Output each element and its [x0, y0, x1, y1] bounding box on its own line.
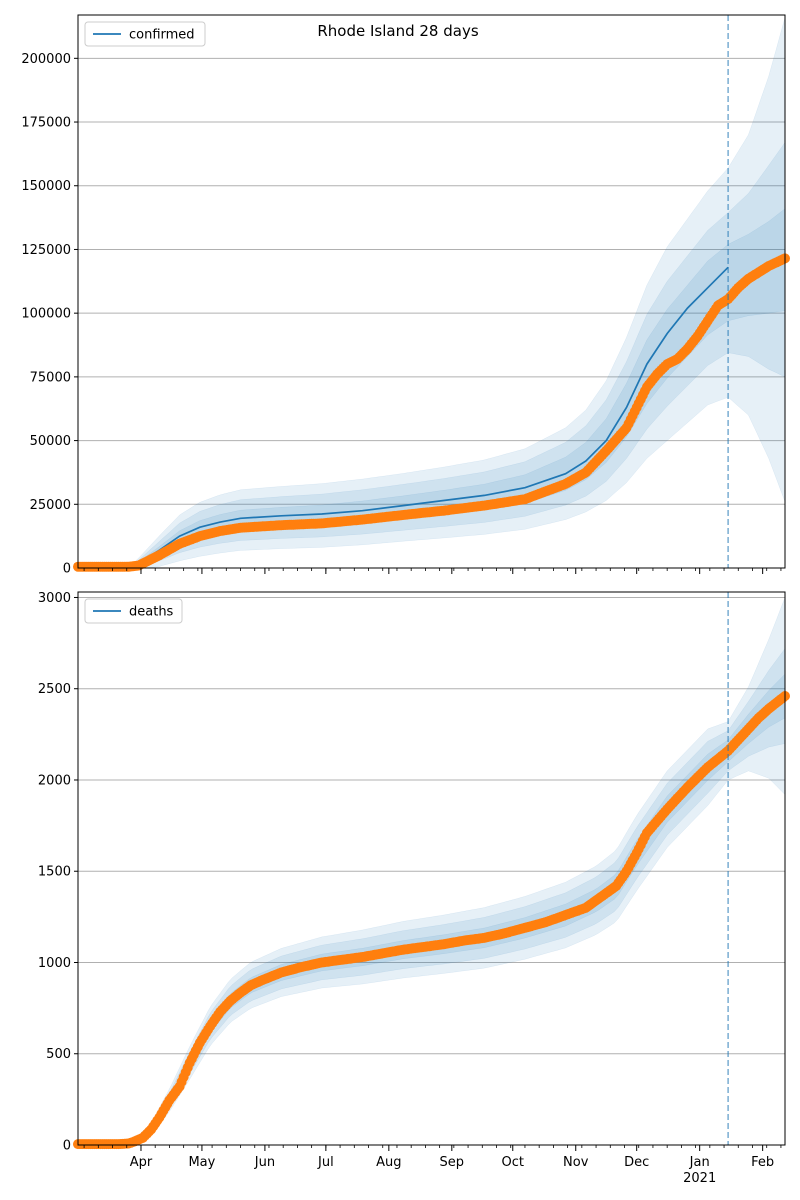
x-tick-label: Aug — [376, 1155, 401, 1170]
confirmed-panel: 0 25000 50000 75000 100000 125000 150000 175000… — [21, 14, 790, 577]
x-tick-label: Sep — [440, 1155, 465, 1170]
legend-box — [84, 21, 206, 47]
x-tick-label: Nov — [563, 1155, 589, 1170]
y-tick-label: 0 — [63, 562, 71, 577]
x-tick-label: Dec — [624, 1155, 649, 1170]
y-tick-label: 150000 — [21, 179, 71, 194]
y-tick-label: 1000 — [38, 956, 71, 971]
axes-frame — [77, 591, 786, 1146]
y-tick-label: 2000 — [38, 773, 71, 788]
deaths-panel: 0 500 1000 1500 2000 2500 3000 Apr May Jun Jul Aug S… — [38, 591, 790, 1186]
x-tick-label: Jul — [317, 1155, 334, 1170]
y-tick-label: 500 — [46, 1047, 71, 1062]
y-tick-label: 1500 — [38, 865, 71, 880]
x-tick-label: Jun — [254, 1155, 275, 1170]
chart-title: Rhode Island 28 days — [317, 22, 478, 40]
y-tick-label: 25000 — [30, 498, 71, 513]
x-tick-label: Feb — [751, 1155, 774, 1170]
x-tick-label: Oct — [502, 1155, 524, 1170]
y-tick-label: 100000 — [21, 307, 71, 322]
y-tick-label: 2500 — [38, 682, 71, 697]
y-tick-label: 0 — [63, 1139, 71, 1154]
legend-box — [84, 598, 183, 624]
x-tick-label: Apr — [130, 1155, 153, 1170]
model-line — [78, 266, 729, 569]
y-tick-label: 175000 — [21, 116, 71, 131]
y-tick-label: 50000 — [30, 434, 71, 449]
axes-frame — [77, 14, 786, 569]
x-tick-label: May — [188, 1155, 215, 1170]
legend-label: deaths — [129, 605, 174, 620]
y-tick-label: 125000 — [21, 243, 71, 258]
y-tick-label: 200000 — [21, 52, 71, 67]
y-tick-label: 75000 — [30, 370, 71, 385]
x-tick-label: Jan — [689, 1155, 710, 1170]
legend-label: confirmed — [129, 28, 195, 43]
y-tick-label: 3000 — [38, 591, 71, 606]
x-year-label: 2021 — [683, 1171, 716, 1186]
